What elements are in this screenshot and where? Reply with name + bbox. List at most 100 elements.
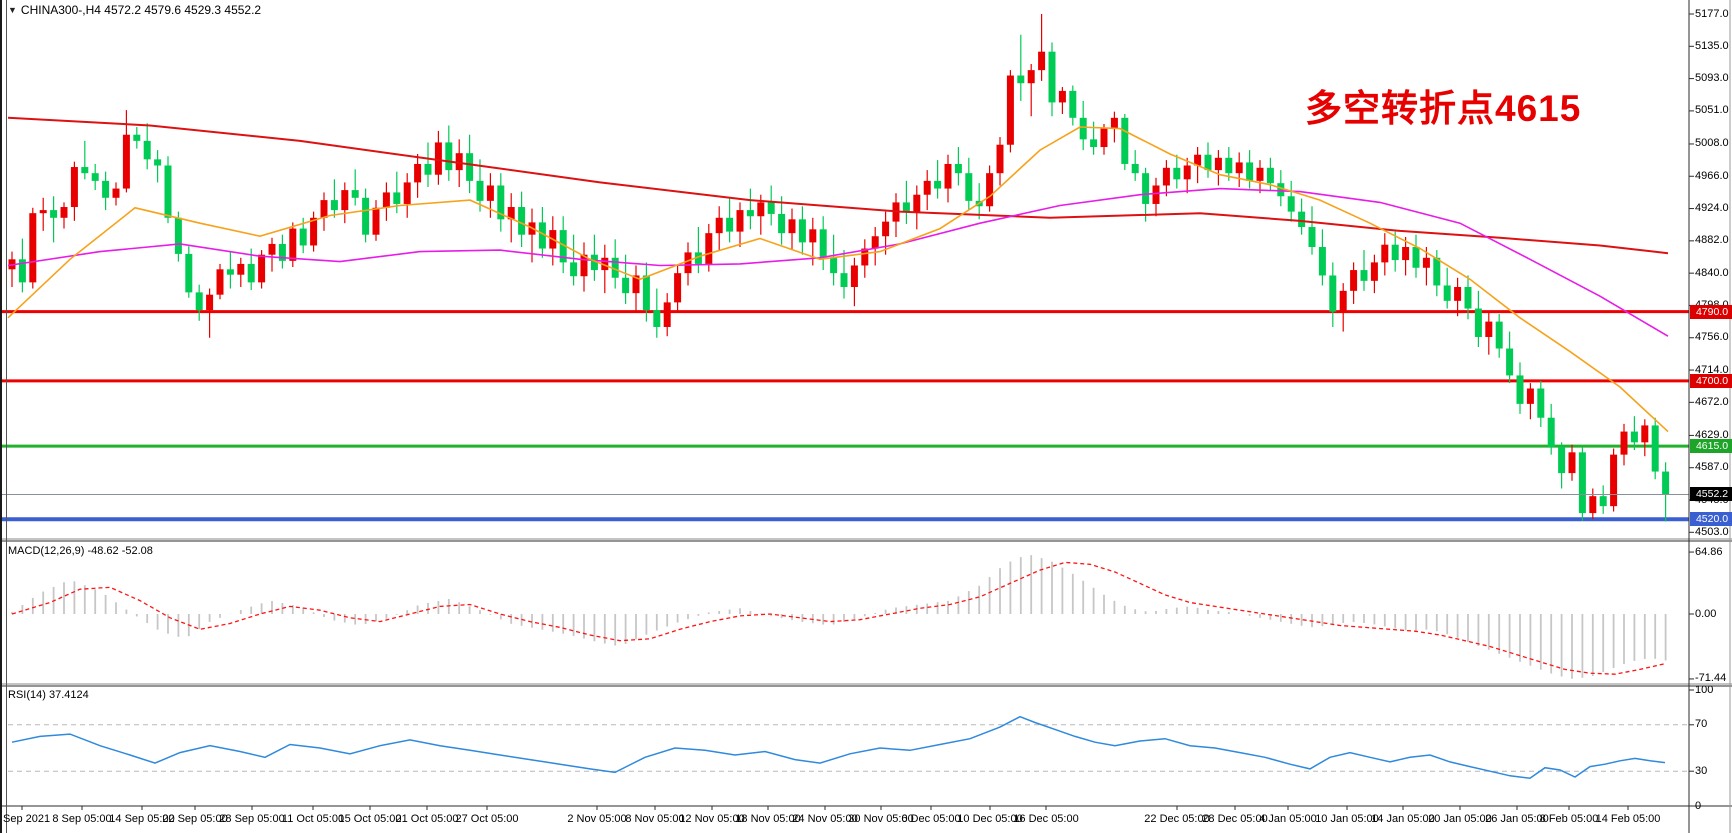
candle-body xyxy=(632,275,640,294)
date-axis-label[interactable]: 10 Dec 05:00 xyxy=(957,813,1023,825)
candle-body xyxy=(996,144,1004,174)
date-axis-label[interactable]: 2 Sep 2021 xyxy=(0,813,51,825)
date-axis-label[interactable]: 28 Sep 05:00 xyxy=(219,813,285,825)
candle-body xyxy=(1090,139,1098,148)
macd-signal-line xyxy=(11,561,1666,675)
candle-body xyxy=(1485,321,1493,337)
date-axis-label[interactable]: 12 Nov 05:00 xyxy=(679,813,745,825)
candle-body xyxy=(1246,162,1254,181)
candle-body xyxy=(1162,167,1170,186)
date-axis-label[interactable]: 10 Jan 05:00 xyxy=(1315,813,1379,825)
date-axis-label[interactable]: 14 Jan 05:00 xyxy=(1371,813,1435,825)
instrument-dropdown-icon[interactable]: ▼ xyxy=(8,5,17,15)
candle-body xyxy=(1589,496,1597,514)
candle-body xyxy=(445,142,453,171)
candle-body xyxy=(788,219,796,234)
rsi-axis-label: 70 xyxy=(1695,718,1708,731)
candle-body xyxy=(1370,262,1378,281)
candle-body xyxy=(1308,227,1316,248)
price-axis-label: 4587.0 xyxy=(1695,461,1729,474)
candle-body xyxy=(455,153,463,171)
candle-body xyxy=(538,222,546,249)
rsi-axis-label: 30 xyxy=(1695,764,1708,777)
candle-body xyxy=(1391,244,1399,261)
date-axis-label[interactable]: 24 Nov 05:00 xyxy=(792,813,858,825)
candle-body xyxy=(1006,75,1014,145)
candle-body xyxy=(850,265,858,287)
price-axis-label: 5051.0 xyxy=(1695,104,1729,117)
candle-body xyxy=(1204,154,1212,171)
price-axis-label: 4629.0 xyxy=(1695,428,1729,441)
candle-body xyxy=(1412,247,1420,268)
price-axis-label: 5177.0 xyxy=(1695,7,1729,20)
date-axis-label[interactable]: 18 Nov 05:00 xyxy=(735,813,801,825)
date-axis-label[interactable]: 14 Feb 05:00 xyxy=(1595,813,1661,825)
chart-title-text: CHINA300-,H4 4572.2 4579.6 4529.3 4552.2 xyxy=(20,3,262,17)
candle-body xyxy=(1131,163,1139,174)
candle-body xyxy=(663,302,671,327)
price-axis-label: 4756.0 xyxy=(1695,331,1729,344)
date-axis-label[interactable]: 22 Sep 05:00 xyxy=(162,813,228,825)
date-axis-label[interactable]: 11 Oct 05:00 xyxy=(281,813,345,825)
candle-body xyxy=(1620,431,1628,455)
date-axis-label[interactable]: 30 Nov 05:00 xyxy=(848,813,914,825)
candle-body xyxy=(840,273,848,287)
ma-mid-magenta xyxy=(7,187,1669,337)
candle-body xyxy=(559,230,567,263)
candle-body xyxy=(1266,167,1274,184)
candle-body xyxy=(1329,275,1337,312)
candle-body xyxy=(466,153,474,181)
window-left-border xyxy=(0,0,2,833)
candle-body xyxy=(746,210,754,217)
price-axis-label: 4924.0 xyxy=(1695,202,1729,215)
candle-body xyxy=(81,167,89,174)
candle-body xyxy=(913,194,921,212)
candle-body xyxy=(1058,90,1066,103)
date-axis-label[interactable]: 16 Dec 05:00 xyxy=(1013,813,1079,825)
price-axis-label: 4840.0 xyxy=(1695,266,1729,279)
date-axis-label[interactable]: 8 Sep 05:00 xyxy=(52,813,112,825)
macd-axis-label: 64.86 xyxy=(1695,545,1723,558)
date-axis-label[interactable]: 8 Feb 05:00 xyxy=(1539,813,1599,825)
candle-body xyxy=(268,243,276,255)
candle-body xyxy=(871,236,879,249)
candle-body xyxy=(715,217,723,234)
date-axis-label[interactable]: 20 Jan 05:00 xyxy=(1428,813,1492,825)
candle-body xyxy=(486,185,494,201)
candle-body xyxy=(653,310,661,327)
date-axis-label[interactable]: 4 Jan 05:00 xyxy=(1259,813,1317,825)
candle-body xyxy=(476,180,484,201)
candle-body xyxy=(798,219,806,243)
candle-body xyxy=(434,142,442,175)
candle-body xyxy=(91,173,99,181)
candle-body xyxy=(330,200,338,211)
candle-body xyxy=(954,163,962,174)
date-axis-label[interactable]: 27 Oct 05:00 xyxy=(455,813,519,825)
date-axis-label[interactable]: 2 Nov 05:00 xyxy=(567,813,627,825)
candle-body xyxy=(1110,117,1118,129)
candle-body xyxy=(882,221,890,237)
candle-body xyxy=(18,259,26,283)
date-axis-label[interactable]: 21 Oct 05:00 xyxy=(395,813,459,825)
price-badge-4700.0: 4700.0 xyxy=(1690,373,1732,388)
candle-body xyxy=(1381,244,1389,263)
date-axis-label[interactable]: 15 Oct 05:00 xyxy=(338,813,402,825)
date-axis-label[interactable]: 28 Dec 05:00 xyxy=(1202,813,1268,825)
candle-body xyxy=(1422,257,1430,268)
date-axis-label[interactable]: 26 Jan 05:00 xyxy=(1485,813,1549,825)
candle-body xyxy=(1630,431,1638,443)
candle-body xyxy=(1516,375,1524,404)
candle-body xyxy=(1360,270,1368,281)
date-axis-label[interactable]: 6 Dec 05:00 xyxy=(901,813,961,825)
candle-body xyxy=(1610,454,1618,507)
candle-body xyxy=(351,190,359,198)
candle-body xyxy=(622,277,630,294)
candle-body xyxy=(1100,128,1108,148)
candle-body xyxy=(185,253,193,293)
date-axis-label[interactable]: 14 Sep 05:00 xyxy=(109,813,175,825)
date-axis-label[interactable]: 8 Nov 05:00 xyxy=(625,813,685,825)
date-axis-label[interactable]: 22 Dec 05:00 xyxy=(1144,813,1210,825)
candle-body xyxy=(1027,70,1035,84)
candle-body xyxy=(310,217,318,246)
